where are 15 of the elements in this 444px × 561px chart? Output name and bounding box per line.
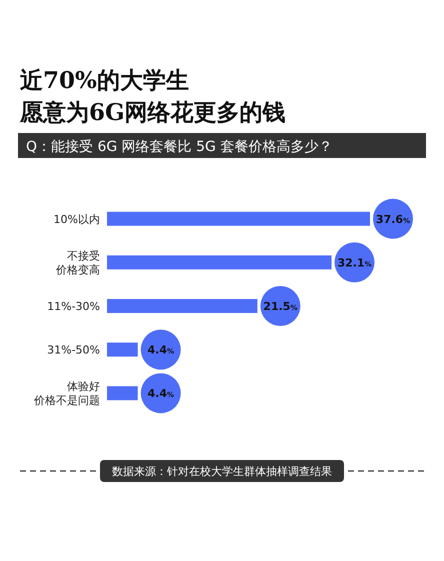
y-tick-label: 不接受价格变高 — [55, 249, 100, 276]
bar — [107, 342, 138, 357]
picture-question-banner: Q：能接受 6G 网络套餐比 5G 套餐价格高多少？ — [18, 133, 426, 158]
bar — [107, 386, 138, 400]
bar — [107, 299, 258, 313]
chart-title: 近70%的大学生愿意为6G网络花更多的钱 — [19, 67, 286, 126]
y-tick-label: 10%以内 — [54, 212, 100, 226]
bar — [107, 255, 332, 270]
picture-source-banner: 数据来源：针对在校大学生群体抽样调查结果 — [100, 460, 344, 482]
y-tick-label: 31%-50% — [47, 344, 100, 357]
y-tick-label: 11%-30% — [47, 300, 100, 313]
chart-subtitle: Q：能接受 6G 网络套餐比 5G 套餐价格高多少？ — [26, 139, 332, 155]
bar — [107, 212, 370, 226]
source-note: 数据来源：针对在校大学生群体抽样调查结果 — [112, 465, 332, 478]
y-tick-label: 体验好价格不是问题 — [33, 380, 100, 408]
